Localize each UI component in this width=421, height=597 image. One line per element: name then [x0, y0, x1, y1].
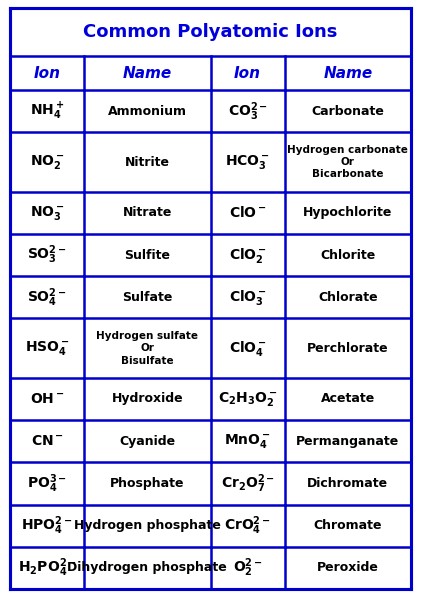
Text: $\mathbf{NO_3^-}$: $\mathbf{NO_3^-}$ — [30, 204, 64, 222]
Text: Ammonium: Ammonium — [108, 105, 187, 118]
Text: Ion: Ion — [34, 66, 61, 81]
Text: Dihydrogen phosphate: Dihydrogen phosphate — [67, 561, 227, 574]
Text: $\mathbf{HPO_4^{2-}}$: $\mathbf{HPO_4^{2-}}$ — [21, 515, 73, 537]
Text: Ion: Ion — [234, 66, 261, 81]
Text: Hydroxide: Hydroxide — [112, 392, 183, 405]
Text: Dichromate: Dichromate — [307, 477, 389, 490]
Text: $\mathbf{NH_4^+}$: $\mathbf{NH_4^+}$ — [30, 101, 64, 122]
Text: $\mathbf{HCO_3^-}$: $\mathbf{HCO_3^-}$ — [225, 153, 270, 171]
Text: Phosphate: Phosphate — [110, 477, 184, 490]
Text: Sulfate: Sulfate — [122, 291, 173, 304]
Text: $\mathbf{ClO_2^-}$: $\mathbf{ClO_2^-}$ — [229, 245, 266, 264]
Text: Hydrogen sulfate
Or
Bisulfate: Hydrogen sulfate Or Bisulfate — [96, 331, 198, 365]
Text: $\mathbf{ClO_3^-}$: $\mathbf{ClO_3^-}$ — [229, 288, 266, 307]
Text: $\mathbf{CO_3^{2-}}$: $\mathbf{CO_3^{2-}}$ — [228, 100, 267, 122]
Text: Hydrogen phosphate: Hydrogen phosphate — [74, 519, 221, 532]
Text: $\mathbf{PO_4^{3-}}$: $\mathbf{PO_4^{3-}}$ — [27, 472, 67, 495]
Text: Hypochlorite: Hypochlorite — [303, 207, 392, 219]
Text: Hydrogen carbonate
Or
Bicarbonate: Hydrogen carbonate Or Bicarbonate — [288, 144, 408, 180]
Text: $\mathbf{NO_2^-}$: $\mathbf{NO_2^-}$ — [30, 153, 64, 171]
Text: $\mathbf{SO_4^{2-}}$: $\mathbf{SO_4^{2-}}$ — [27, 286, 67, 309]
Text: Permanganate: Permanganate — [296, 435, 400, 448]
Text: $\mathbf{OH^-}$: $\mathbf{OH^-}$ — [30, 392, 64, 406]
Text: $\mathbf{MnO_4^-}$: $\mathbf{MnO_4^-}$ — [224, 432, 271, 450]
Text: $\mathbf{C_2H_3O_2^-}$: $\mathbf{C_2H_3O_2^-}$ — [218, 390, 277, 408]
Text: Chromate: Chromate — [314, 519, 382, 532]
Text: Carbonate: Carbonate — [312, 105, 384, 118]
Text: Sulfite: Sulfite — [124, 248, 171, 261]
Text: $\mathbf{O_2^{2-}}$: $\mathbf{O_2^{2-}}$ — [233, 556, 262, 579]
Text: $\mathbf{HSO_4^-}$: $\mathbf{HSO_4^-}$ — [25, 339, 69, 357]
Text: $\mathbf{ClO^-}$: $\mathbf{ClO^-}$ — [229, 205, 266, 220]
Text: Chlorate: Chlorate — [318, 291, 378, 304]
Text: Common Polyatomic Ions: Common Polyatomic Ions — [83, 23, 338, 41]
Text: $\mathbf{Cr_2O_7^{2-}}$: $\mathbf{Cr_2O_7^{2-}}$ — [221, 472, 274, 495]
Text: $\mathbf{H_2PO_4^{2-}}$: $\mathbf{H_2PO_4^{2-}}$ — [18, 556, 77, 579]
Text: $\mathbf{CrO_4^{2-}}$: $\mathbf{CrO_4^{2-}}$ — [224, 515, 271, 537]
Text: Cyanide: Cyanide — [119, 435, 176, 448]
Text: Peroxide: Peroxide — [317, 561, 379, 574]
Text: Nitrite: Nitrite — [125, 156, 170, 168]
Text: Chlorite: Chlorite — [320, 248, 376, 261]
Text: Name: Name — [123, 66, 172, 81]
Text: $\mathbf{ClO_4^-}$: $\mathbf{ClO_4^-}$ — [229, 338, 266, 358]
Text: Nitrate: Nitrate — [123, 207, 172, 219]
Text: Acetate: Acetate — [321, 392, 375, 405]
Text: Perchlorate: Perchlorate — [307, 341, 389, 355]
Text: $\mathbf{CN^-}$: $\mathbf{CN^-}$ — [31, 434, 64, 448]
Text: Name: Name — [323, 66, 373, 81]
Text: $\mathbf{SO_3^{2-}}$: $\mathbf{SO_3^{2-}}$ — [27, 244, 67, 266]
